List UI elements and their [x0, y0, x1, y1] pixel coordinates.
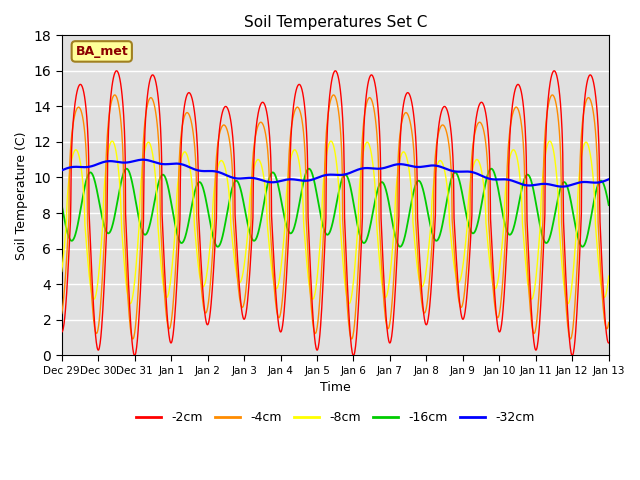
X-axis label: Time: Time: [320, 381, 351, 394]
-32cm: [241, 175, 249, 181]
-16cm: [166, 194, 174, 200]
Line: -32cm: -32cm: [61, 160, 609, 187]
-4cm: [421, 310, 429, 316]
-4cm: [58, 311, 65, 316]
-4cm: [330, 92, 337, 98]
-32cm: [420, 164, 428, 169]
Legend: -2cm, -4cm, -8cm, -16cm, -32cm: -2cm, -4cm, -8cm, -16cm, -32cm: [131, 406, 540, 429]
-32cm: [492, 177, 500, 182]
Y-axis label: Soil Temperature (C): Soil Temperature (C): [15, 131, 28, 260]
-16cm: [180, 239, 188, 244]
-16cm: [488, 166, 495, 171]
-2cm: [492, 311, 500, 317]
-8cm: [546, 138, 554, 144]
-16cm: [396, 244, 404, 250]
Line: -8cm: -8cm: [61, 141, 609, 304]
-16cm: [605, 202, 612, 208]
-4cm: [241, 295, 249, 301]
-16cm: [492, 177, 500, 183]
-4cm: [166, 323, 174, 329]
Title: Soil Temperatures Set C: Soil Temperatures Set C: [244, 15, 427, 30]
-8cm: [492, 285, 500, 291]
-2cm: [167, 340, 175, 346]
-32cm: [558, 184, 566, 190]
-16cm: [541, 239, 548, 244]
-8cm: [166, 282, 174, 288]
-8cm: [58, 269, 65, 275]
Line: -2cm: -2cm: [61, 71, 609, 355]
-4cm: [541, 139, 548, 145]
-2cm: [605, 340, 612, 346]
-8cm: [605, 273, 612, 279]
-2cm: [541, 220, 548, 226]
Text: BA_met: BA_met: [76, 45, 128, 58]
-16cm: [58, 202, 65, 208]
Line: -16cm: -16cm: [61, 168, 609, 247]
-32cm: [540, 181, 548, 187]
-8cm: [345, 301, 353, 307]
-8cm: [180, 150, 188, 156]
-4cm: [492, 312, 500, 318]
-16cm: [420, 192, 428, 198]
-4cm: [129, 336, 137, 342]
Line: -4cm: -4cm: [61, 95, 609, 339]
-32cm: [166, 161, 174, 167]
-32cm: [605, 176, 612, 182]
-32cm: [58, 168, 65, 173]
-8cm: [241, 260, 248, 265]
-16cm: [241, 205, 248, 211]
-2cm: [241, 314, 249, 320]
-2cm: [421, 318, 429, 324]
-2cm: [131, 352, 138, 358]
-4cm: [180, 116, 188, 121]
-2cm: [180, 105, 188, 111]
-2cm: [58, 329, 65, 335]
-2cm: [113, 68, 120, 74]
-32cm: [180, 162, 188, 168]
-32cm: [140, 157, 147, 163]
-8cm: [540, 160, 548, 166]
-8cm: [420, 278, 428, 284]
-4cm: [605, 320, 612, 325]
